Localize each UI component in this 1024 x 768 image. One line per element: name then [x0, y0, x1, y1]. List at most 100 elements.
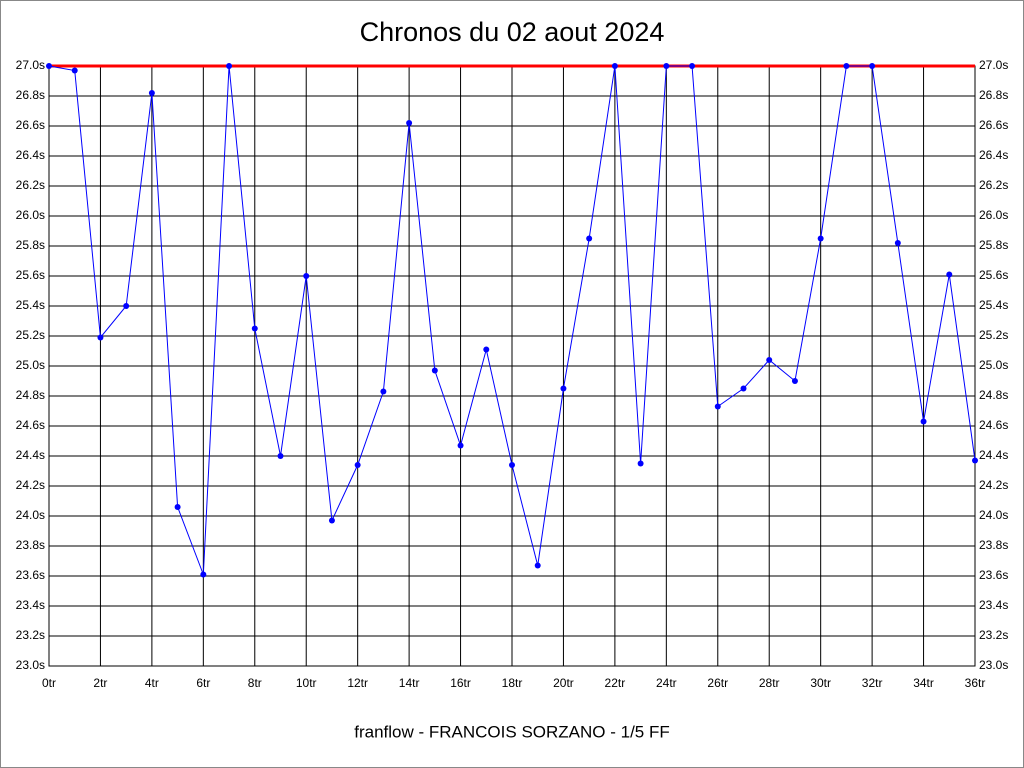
y-tick-label: 26.2s — [16, 178, 45, 192]
data-point — [766, 357, 773, 363]
data-point — [200, 571, 207, 578]
data-point — [97, 334, 104, 341]
x-tick-label: 18tr — [502, 676, 523, 690]
y2-tick-label: 25.2s — [979, 328, 1008, 342]
y2-tick-label: 24.2s — [979, 478, 1008, 492]
y2-tick-label: 23.6s — [979, 568, 1008, 582]
chart-title: Chronos du 02 aout 2024 — [360, 17, 665, 47]
y-tick-label: 26.0s — [16, 208, 45, 222]
data-point — [972, 457, 978, 464]
y-tick-label: 26.8s — [16, 88, 45, 102]
data-point — [663, 63, 670, 69]
x-tick-label: 2tr — [93, 676, 107, 690]
data-point — [431, 367, 438, 374]
data-point — [509, 462, 515, 468]
x-tick-label: 22tr — [605, 676, 626, 690]
y2-tick-label: 23.2s — [979, 628, 1008, 642]
data-point — [406, 120, 413, 126]
y-tick-label: 23.4s — [16, 598, 45, 612]
y-tick-label: 23.2s — [16, 628, 45, 642]
y2-tick-label: 26.4s — [979, 148, 1008, 162]
data-point — [946, 271, 953, 278]
x-tick-label: 6tr — [196, 676, 210, 690]
x-tick-label: 28tr — [759, 676, 780, 690]
y2-tick-label: 25.6s — [979, 268, 1008, 282]
x-tick-label: 8tr — [248, 676, 262, 690]
y2-tick-label: 25.8s — [979, 238, 1008, 252]
y2-tick-label: 26.0s — [979, 208, 1008, 222]
y2-tick-label: 24.6s — [979, 418, 1008, 432]
x-tick-label: 0tr — [42, 676, 56, 690]
y2-tick-label: 27.0s — [979, 58, 1008, 72]
data-point — [303, 273, 310, 279]
data-point — [740, 385, 747, 392]
y-tick-label: 27.0s — [16, 58, 45, 72]
data-point — [174, 504, 181, 510]
data-point — [277, 453, 284, 459]
x-tick-label: 14tr — [399, 676, 420, 690]
y2-tick-label: 25.4s — [979, 298, 1008, 312]
x-tick-label: 10tr — [296, 676, 317, 690]
data-point — [457, 442, 464, 449]
data-point — [226, 63, 233, 69]
y2-tick-label: 26.8s — [979, 88, 1008, 102]
x-tick-label: 36tr — [965, 676, 986, 690]
y2-tick-label: 26.2s — [979, 178, 1008, 192]
data-point — [380, 388, 387, 395]
data-point — [611, 63, 618, 69]
data-point — [689, 63, 696, 69]
x-tick-label: 12tr — [347, 676, 368, 690]
data-point — [328, 517, 335, 524]
data-point — [560, 385, 567, 392]
y-tick-label: 24.4s — [16, 448, 45, 462]
data-point — [791, 378, 798, 384]
y-tick-label: 26.4s — [16, 148, 45, 162]
data-point — [843, 63, 850, 69]
y2-tick-label: 25.0s — [979, 358, 1008, 372]
data-point — [869, 63, 876, 69]
data-point — [586, 235, 593, 242]
y2-tick-label: 24.8s — [979, 388, 1008, 402]
y-tick-label: 24.8s — [16, 388, 45, 402]
y-tick-label: 25.0s — [16, 358, 45, 372]
x-tick-label: 20tr — [553, 676, 574, 690]
y-tick-label: 24.0s — [16, 508, 45, 522]
x-tick-label: 16tr — [450, 676, 471, 690]
y-tick-label: 25.6s — [16, 268, 45, 282]
data-point — [714, 403, 721, 410]
y-tick-label: 24.6s — [16, 418, 45, 432]
y-tick-label: 26.6s — [16, 118, 45, 132]
y-tick-label: 25.8s — [16, 238, 45, 252]
x-axis-title: franflow - FRANCOIS SORZANO - 1/5 FF — [354, 722, 670, 741]
data-point — [483, 346, 490, 353]
y-tick-label: 23.0s — [16, 658, 45, 672]
x-tick-label: 30tr — [810, 676, 831, 690]
y2-tick-label: 23.4s — [979, 598, 1008, 612]
data-point — [251, 325, 258, 332]
y-tick-label: 23.6s — [16, 568, 45, 582]
y2-tick-label: 24.4s — [979, 448, 1008, 462]
y2-tick-label: 26.6s — [979, 118, 1008, 132]
y2-tick-label: 23.8s — [979, 538, 1008, 552]
y-tick-label: 25.4s — [16, 298, 45, 312]
data-point — [637, 460, 644, 467]
y-tick-label: 23.8s — [16, 538, 45, 552]
y2-tick-label: 24.0s — [979, 508, 1008, 522]
data-point — [920, 418, 927, 425]
y-tick-label: 24.2s — [16, 478, 45, 492]
data-point — [123, 303, 130, 309]
data-point — [71, 67, 78, 74]
data-point — [354, 462, 361, 468]
data-point — [894, 240, 901, 246]
y-tick-label: 25.2s — [16, 328, 45, 342]
data-point — [534, 562, 541, 569]
data-point — [817, 235, 824, 242]
data-point — [148, 90, 155, 96]
x-tick-label: 26tr — [707, 676, 728, 690]
x-tick-label: 4tr — [145, 676, 159, 690]
y2-tick-label: 23.0s — [979, 658, 1008, 672]
x-tick-label: 34tr — [913, 676, 934, 690]
data-point — [46, 63, 52, 69]
x-tick-label: 32tr — [862, 676, 883, 690]
x-tick-label: 24tr — [656, 676, 677, 690]
